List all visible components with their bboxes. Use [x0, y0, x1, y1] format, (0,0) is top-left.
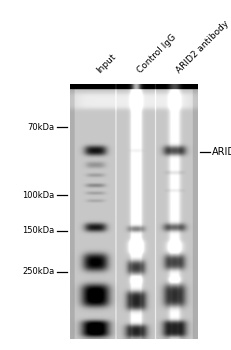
Text: ARID2: ARID2	[211, 147, 231, 157]
Text: ARID2 antibody: ARID2 antibody	[173, 19, 229, 75]
Text: Control IgG: Control IgG	[135, 33, 178, 75]
Text: 70kDa: 70kDa	[27, 123, 54, 132]
Text: 100kDa: 100kDa	[22, 191, 54, 199]
Text: Input: Input	[95, 52, 118, 75]
Text: 250kDa: 250kDa	[22, 267, 54, 276]
Text: 150kDa: 150kDa	[22, 226, 54, 236]
